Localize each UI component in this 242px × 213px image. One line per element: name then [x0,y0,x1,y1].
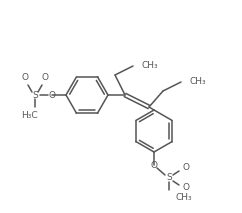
Text: CH₃: CH₃ [142,62,159,71]
Text: S: S [32,91,38,99]
Text: CH₃: CH₃ [190,78,207,86]
Text: O: O [151,161,158,170]
Text: O: O [48,91,55,99]
Text: CH₃: CH₃ [175,193,192,203]
Text: O: O [22,73,29,82]
Text: O: O [182,184,189,193]
Text: O: O [182,164,189,173]
Text: H₃C: H₃C [21,111,37,119]
Text: S: S [166,174,172,183]
Text: O: O [41,73,48,82]
